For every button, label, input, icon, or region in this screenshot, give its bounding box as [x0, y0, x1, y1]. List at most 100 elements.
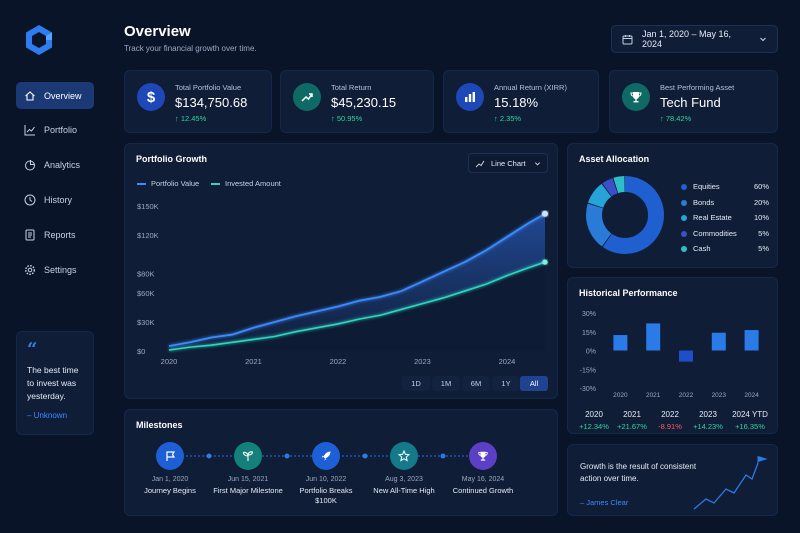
card-title: Historical Performance	[579, 288, 678, 298]
invested-amount-line	[168, 261, 546, 351]
kpi-best-performing-asset: Best Performing Asset Tech Fund ↑ 78.42%	[609, 70, 778, 133]
historical-performance-chart: 30% 15% 0% -15% -30% 2020 2021 2022 2023 2024	[580, 311, 760, 399]
y-tick-label: $30K	[137, 318, 155, 327]
portfolio-value-line	[168, 212, 546, 348]
kpi-label: Annual Return (XIRR)	[494, 83, 567, 92]
quote-mark-icon: “	[27, 339, 38, 360]
portfolio-area	[169, 213, 545, 351]
milestone-item: Jun 15, 2021 First Major Milestone	[213, 442, 283, 496]
kpi-value: $134,750.68	[175, 95, 248, 110]
x-tick-label: 2023	[712, 392, 727, 399]
range-6m-button[interactable]: 6M	[462, 376, 490, 391]
year-return-value: +21.67%	[617, 422, 647, 431]
milestones-card: Milestones Jan 1, 2020 Journey Begins Ju…	[124, 409, 558, 516]
range-1d-button[interactable]: 1D	[402, 376, 430, 391]
card-title: Milestones	[136, 420, 183, 430]
quote-text: The best time to invest was yesterday.	[27, 365, 79, 401]
allocation-value: 10%	[753, 213, 769, 222]
growth-flag-illustration	[693, 456, 768, 510]
milestone-title: First Major Milestone	[213, 486, 283, 495]
flag-icon	[156, 442, 184, 470]
donut-slice	[586, 176, 664, 254]
allocation-value: 5%	[758, 244, 769, 253]
legend-label: Invested Amount	[225, 179, 281, 188]
y-tick-label: $0	[137, 347, 145, 356]
x-tick-label: 2022	[330, 357, 347, 366]
milestone-title: Continued Growth	[452, 486, 514, 495]
page-subtitle: Track your financial growth over time.	[124, 44, 257, 53]
milestone-title: Journey Begins	[144, 486, 196, 495]
milestone-title: Portfolio Breaks $100K	[299, 486, 353, 505]
asset-allocation-card: Asset Allocation Equities 60% Bonds 20% …	[567, 143, 778, 268]
year-return: 2023 +14.23%	[690, 410, 726, 431]
legend-swatch	[681, 183, 687, 190]
trend-up-icon	[293, 83, 321, 111]
kpi-value: Tech Fund	[660, 95, 721, 110]
milestone-item: Aug 3, 2023 New All-Time High	[369, 442, 439, 496]
range-all-button[interactable]: All	[520, 376, 548, 391]
year-label: 2024 YTD	[732, 410, 768, 419]
sidebar-item-history[interactable]: History	[16, 186, 94, 213]
quote-text: Growth is the result of consistent actio…	[580, 462, 697, 483]
rocket-icon	[312, 442, 340, 470]
milestone-title: New All-Time High	[373, 486, 435, 495]
sidebar-item-label: Reports	[44, 229, 76, 240]
allocation-row: Bonds 20%	[681, 198, 769, 207]
sidebar-item-analytics[interactable]: Analytics	[16, 151, 94, 178]
allocation-value: 20%	[753, 198, 769, 207]
clock-icon	[24, 194, 36, 205]
legend-swatch	[137, 182, 146, 185]
allocation-name: Real Estate	[693, 213, 732, 222]
kpi-change: ↑ 12.45%	[175, 114, 207, 123]
sidebar-item-settings[interactable]: Settings	[16, 256, 94, 283]
year-return: 2024 YTD +16.35%	[728, 410, 772, 431]
sidebar-item-portfolio[interactable]: Portfolio	[16, 116, 94, 143]
legend-portfolio-value: Portfolio Value	[137, 179, 199, 188]
year-return: 2021 +21.67%	[614, 410, 650, 431]
y-tick-label: 0%	[586, 349, 596, 356]
sidebar-item-overview[interactable]: Overview	[16, 82, 94, 109]
milestone-date: May 16, 2024	[461, 476, 505, 483]
year-label: 2022	[661, 410, 679, 419]
year-return-value: +12.34%	[579, 422, 609, 431]
milestone-date: Jun 10, 2022	[305, 476, 347, 483]
kpi-label: Total Portfolio Value	[175, 83, 242, 92]
range-1m-button[interactable]: 1M	[432, 376, 460, 391]
allocation-value: 60%	[753, 182, 769, 191]
document-icon	[25, 229, 35, 240]
card-title: Portfolio Growth	[136, 154, 207, 164]
milestone-date: Aug 3, 2023	[385, 476, 423, 483]
performance-bar	[711, 332, 726, 351]
star-icon	[390, 442, 418, 470]
range-1y-button[interactable]: 1Y	[492, 376, 520, 391]
home-icon	[25, 90, 35, 101]
trophy-icon	[622, 83, 650, 111]
dollar-icon: $	[137, 83, 165, 111]
year-label: 2020	[585, 410, 603, 419]
y-tick-label: 15%	[582, 330, 596, 337]
kpi-annual-return: Annual Return (XIRR) 15.18% ↑ 2.35%	[443, 70, 599, 133]
sidebar-item-reports[interactable]: Reports	[16, 221, 94, 248]
quote-author: – James Clear	[580, 498, 629, 507]
growth-quote-card: Growth is the result of consistent actio…	[567, 444, 778, 516]
allocation-value: 5%	[758, 229, 769, 238]
date-range-picker[interactable]: Jan 1, 2020 – May 16, 2024	[611, 25, 778, 53]
donut-slice	[586, 176, 664, 254]
performance-bar	[613, 335, 628, 351]
year-label: 2021	[623, 410, 641, 419]
milestone-item: Jan 1, 2020 Journey Begins	[135, 442, 205, 496]
trophy-icon	[469, 442, 497, 470]
chart-type-label: Line Chart	[491, 158, 526, 168]
page-title: Overview	[124, 23, 191, 40]
chart-type-dropdown[interactable]: Line Chart	[468, 153, 548, 173]
chevron-down-icon	[760, 37, 766, 42]
calendar-icon	[622, 34, 633, 44]
legend-swatch	[681, 214, 687, 221]
sprout-icon	[234, 442, 262, 470]
card-title: Asset Allocation	[579, 154, 650, 164]
kpi-total-portfolio-value: $ Total Portfolio Value $134,750.68 ↑ 12…	[124, 70, 272, 133]
kpi-label: Total Return	[331, 83, 372, 92]
legend-invested-amount: Invested Amount	[211, 179, 281, 188]
milestone-date: Jan 1, 2020	[151, 476, 189, 483]
x-tick-label: 2021	[245, 357, 262, 366]
